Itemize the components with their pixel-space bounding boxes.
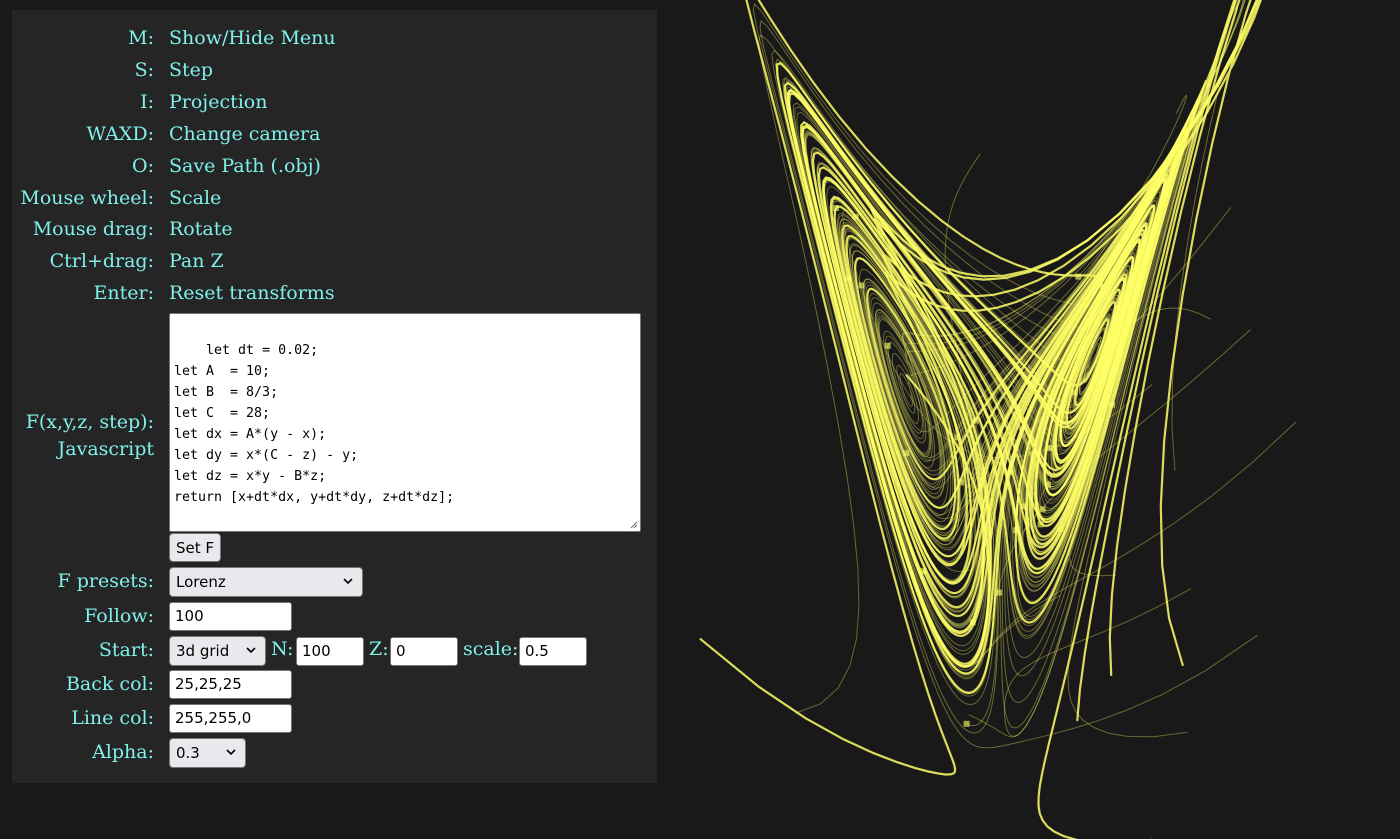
attractor-trail bbox=[784, 82, 1199, 674]
shortcut-key: Ctrl+drag: bbox=[49, 250, 154, 272]
alpha-select[interactable]: 0.3 bbox=[169, 738, 246, 768]
attractor-trail bbox=[800, 0, 1259, 839]
particle-marker bbox=[884, 342, 891, 349]
particle-marker bbox=[1071, 389, 1078, 396]
z-label: Z: bbox=[369, 638, 389, 660]
back-col-input[interactable]: 25,25,25 bbox=[169, 670, 292, 699]
shortcut-action: Save Path (.obj) bbox=[169, 155, 321, 177]
particle-marker bbox=[1109, 401, 1115, 408]
particle-marker bbox=[972, 417, 979, 424]
particle-marker bbox=[1007, 469, 1014, 476]
particle-marker bbox=[858, 282, 865, 289]
particle-marker bbox=[1075, 273, 1082, 280]
attractor-trail bbox=[771, 49, 1297, 706]
particle-marker bbox=[969, 619, 976, 626]
particle-marker bbox=[852, 213, 859, 220]
follow-input[interactable]: 100 bbox=[169, 602, 292, 631]
function-label-line2: Javascript bbox=[57, 438, 154, 460]
presets-select[interactable]: Lorenz bbox=[169, 567, 363, 597]
particle-marker bbox=[1046, 445, 1053, 451]
attractor-trail bbox=[824, 0, 1245, 729]
shortcut-key: O: bbox=[132, 155, 154, 177]
line-col-input[interactable]: 255,255,0 bbox=[169, 704, 292, 733]
chevron-down-icon bbox=[246, 647, 256, 654]
attractor-trail bbox=[794, 0, 1244, 738]
attractor-trail bbox=[783, 80, 1251, 676]
particle-marker bbox=[1126, 301, 1133, 308]
shortcut-action: Projection bbox=[169, 91, 268, 113]
particle-marker bbox=[1021, 503, 1027, 510]
shortcut-key: M: bbox=[128, 27, 154, 49]
particle-marker bbox=[920, 567, 927, 574]
shortcut-key: S: bbox=[134, 59, 154, 81]
attractor-trail bbox=[774, 0, 1246, 738]
particle-marker bbox=[1037, 521, 1044, 528]
particle-marker bbox=[1045, 481, 1051, 488]
n-label: N: bbox=[271, 638, 294, 660]
shortcut-key: Enter: bbox=[93, 282, 154, 304]
attractor-trail bbox=[783, 81, 1169, 675]
particle-marker bbox=[963, 720, 970, 727]
particle-marker bbox=[957, 479, 964, 486]
start-mode-select[interactable]: 3d grid bbox=[169, 636, 266, 666]
shortcut-key: Mouse wheel: bbox=[20, 187, 154, 209]
alpha-selected: 0.3 bbox=[176, 744, 200, 762]
scale-label: scale: bbox=[463, 638, 519, 660]
function-label-line1: F(x,y,z, step): bbox=[25, 411, 154, 433]
set-f-button[interactable]: Set F bbox=[169, 533, 222, 562]
particle-marker bbox=[954, 434, 961, 441]
particle-marker bbox=[845, 275, 852, 282]
chevron-down-icon bbox=[343, 578, 353, 585]
chevron-down-icon bbox=[226, 749, 236, 756]
particle-marker bbox=[832, 205, 839, 211]
z-input[interactable]: 0 bbox=[390, 637, 458, 666]
particle-marker bbox=[1057, 526, 1064, 533]
shortcut-action: Pan Z bbox=[169, 250, 224, 272]
shortcut-action: Rotate bbox=[169, 218, 233, 240]
shortcut-key: WAXD: bbox=[86, 123, 154, 145]
line-col-label: Line col: bbox=[71, 707, 154, 729]
function-code-textarea[interactable]: let dt = 0.02; let A = 10; let B = 8/3; … bbox=[169, 313, 641, 532]
particle-marker bbox=[1013, 527, 1020, 534]
presets-label: F presets: bbox=[57, 570, 155, 592]
start-mode-selected: 3d grid bbox=[176, 642, 230, 660]
function-code-text: let dt = 0.02; let A = 10; let B = 8/3; … bbox=[174, 343, 455, 505]
resize-grip-icon[interactable] bbox=[628, 519, 638, 529]
attractor-trail bbox=[758, 34, 1150, 714]
presets-selected: Lorenz bbox=[176, 573, 226, 591]
follow-label: Follow: bbox=[84, 605, 154, 627]
shortcut-key: I: bbox=[140, 91, 154, 113]
scale-input[interactable]: 0.5 bbox=[519, 637, 587, 666]
shortcut-action: Step bbox=[169, 59, 214, 81]
start-label: Start: bbox=[98, 639, 154, 661]
n-input[interactable]: 100 bbox=[296, 637, 364, 666]
particle-marker bbox=[996, 589, 1003, 596]
shortcut-action: Scale bbox=[169, 187, 222, 209]
particle-marker bbox=[903, 450, 910, 457]
particle-marker bbox=[1113, 314, 1120, 321]
shortcut-action: Change camera bbox=[169, 123, 321, 145]
shortcut-key: Mouse drag: bbox=[32, 218, 154, 240]
settings-menu: M: Show/Hide Menu S: Step I: Projection … bbox=[12, 10, 657, 783]
particle-marker bbox=[1039, 506, 1046, 513]
alpha-label: Alpha: bbox=[92, 741, 154, 763]
shortcut-action: Show/Hide Menu bbox=[169, 27, 336, 49]
back-col-label: Back col: bbox=[65, 673, 154, 695]
shortcut-action: Reset transforms bbox=[169, 282, 335, 304]
